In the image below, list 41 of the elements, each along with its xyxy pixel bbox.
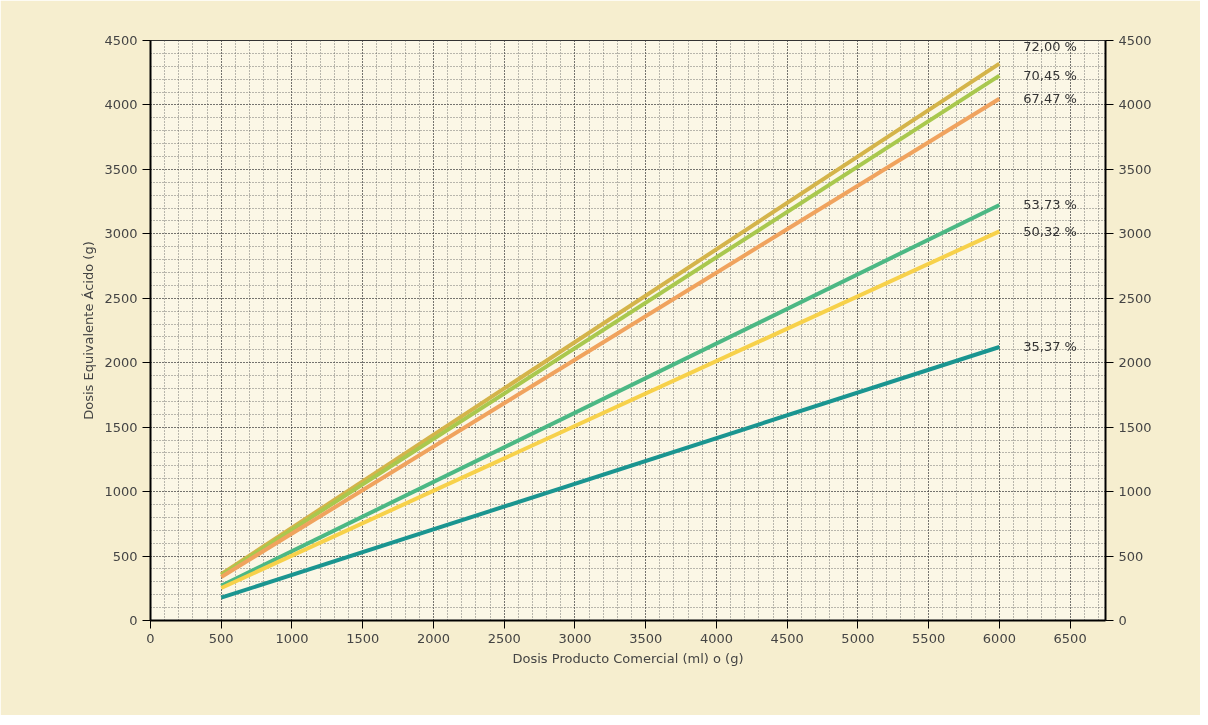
- x-tick-label: 4000: [699, 630, 733, 646]
- x-tick-label: 4500: [770, 630, 804, 646]
- x-tick-label: 5500: [912, 630, 946, 646]
- series-label: 35,37 %: [1023, 339, 1077, 355]
- series-label: 72,00 %: [1023, 38, 1077, 54]
- y2-tick-label: 3000: [1118, 226, 1152, 242]
- y-tick-label: 3000: [104, 226, 138, 242]
- x-tick-label: 0: [146, 630, 155, 646]
- y2-tick-label: 2500: [1118, 290, 1152, 306]
- y2-tick-label: 1000: [1118, 484, 1152, 500]
- x-tick-label: 1000: [275, 630, 309, 646]
- y-tick-label: 2000: [104, 355, 138, 371]
- x-tick-label: 3000: [558, 630, 592, 646]
- x-tick-label: 6000: [982, 630, 1016, 646]
- y-tick-label: 500: [112, 548, 138, 564]
- y2-tick-label: 0: [1118, 613, 1127, 628]
- y-tick-label: 3500: [104, 161, 138, 177]
- x-axis-title: Dosis Producto Comercial (ml) o (g): [512, 650, 744, 666]
- x-tick-label: 2500: [487, 630, 521, 646]
- y2-tick-label: 3500: [1118, 161, 1152, 177]
- y-axis-title: Dosis Equivalente Ácido (g): [81, 241, 97, 420]
- y2-tick-label: 4000: [1118, 97, 1152, 113]
- series-label: 70,45 %: [1023, 68, 1077, 84]
- y2-tick-label: 2000: [1118, 355, 1152, 371]
- y2-tick-label: 500: [1118, 548, 1144, 564]
- x-tick-label: 6500: [1053, 630, 1087, 646]
- series-label: 53,73 %: [1023, 197, 1077, 213]
- y-tick-label: 4000: [104, 97, 138, 113]
- x-tick-label: 1500: [346, 630, 380, 646]
- x-tick-label: 3500: [629, 630, 663, 646]
- x-tick-label: 2000: [416, 630, 451, 646]
- y-tick-label: 2500: [104, 290, 138, 306]
- x-tick-label: 5000: [841, 630, 875, 646]
- y-tick-label: 1000: [104, 484, 138, 500]
- x-tick-label: 500: [208, 630, 234, 646]
- y-tick-label: 0: [129, 613, 138, 628]
- series-label: 67,47 %: [1023, 91, 1077, 107]
- y2-tick-label: 1500: [1118, 419, 1152, 435]
- y-tick-label: 4500: [104, 33, 138, 48]
- y-tick-label: 1500: [104, 419, 138, 435]
- y2-tick-label: 4500: [1118, 33, 1152, 48]
